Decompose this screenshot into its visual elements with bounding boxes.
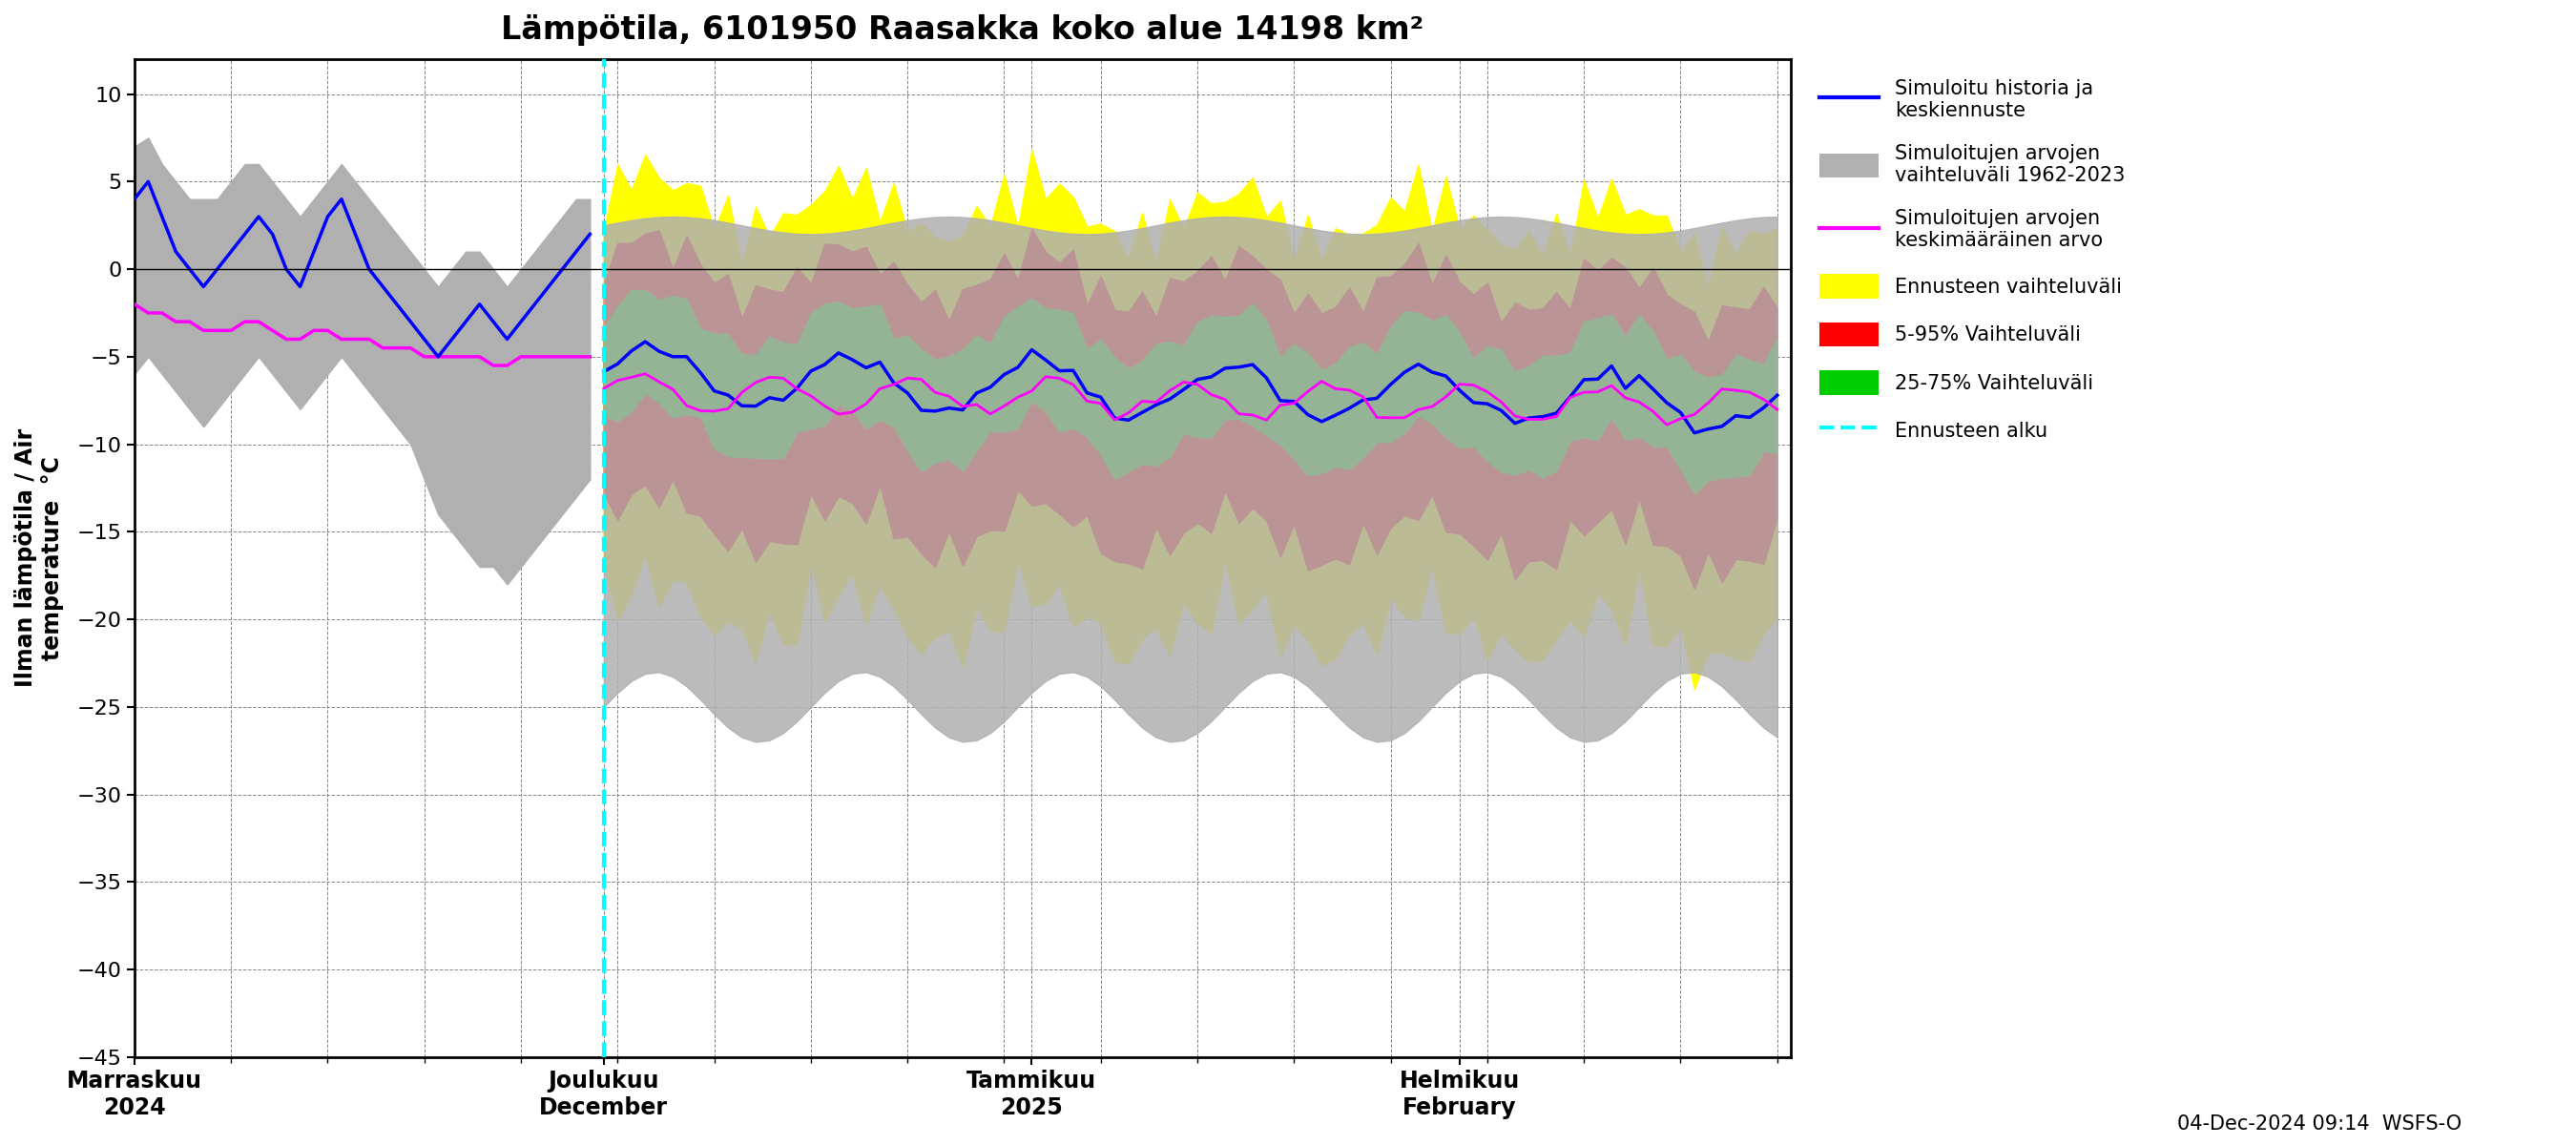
Legend: Simuloitu historia ja
keskiennuste, Simuloitujen arvojen
vaihteluväli 1962-2023,: Simuloitu historia ja keskiennuste, Simu…	[1808, 69, 2136, 452]
Y-axis label: Ilman lämpötila / Air
temperature  °C: Ilman lämpötila / Air temperature °C	[15, 428, 64, 687]
Title: Lämpötila, 6101950 Raasakka koko alue 14198 km²: Lämpötila, 6101950 Raasakka koko alue 14…	[502, 14, 1425, 46]
Text: 04-Dec-2024 09:14  WSFS-O: 04-Dec-2024 09:14 WSFS-O	[2177, 1114, 2460, 1134]
